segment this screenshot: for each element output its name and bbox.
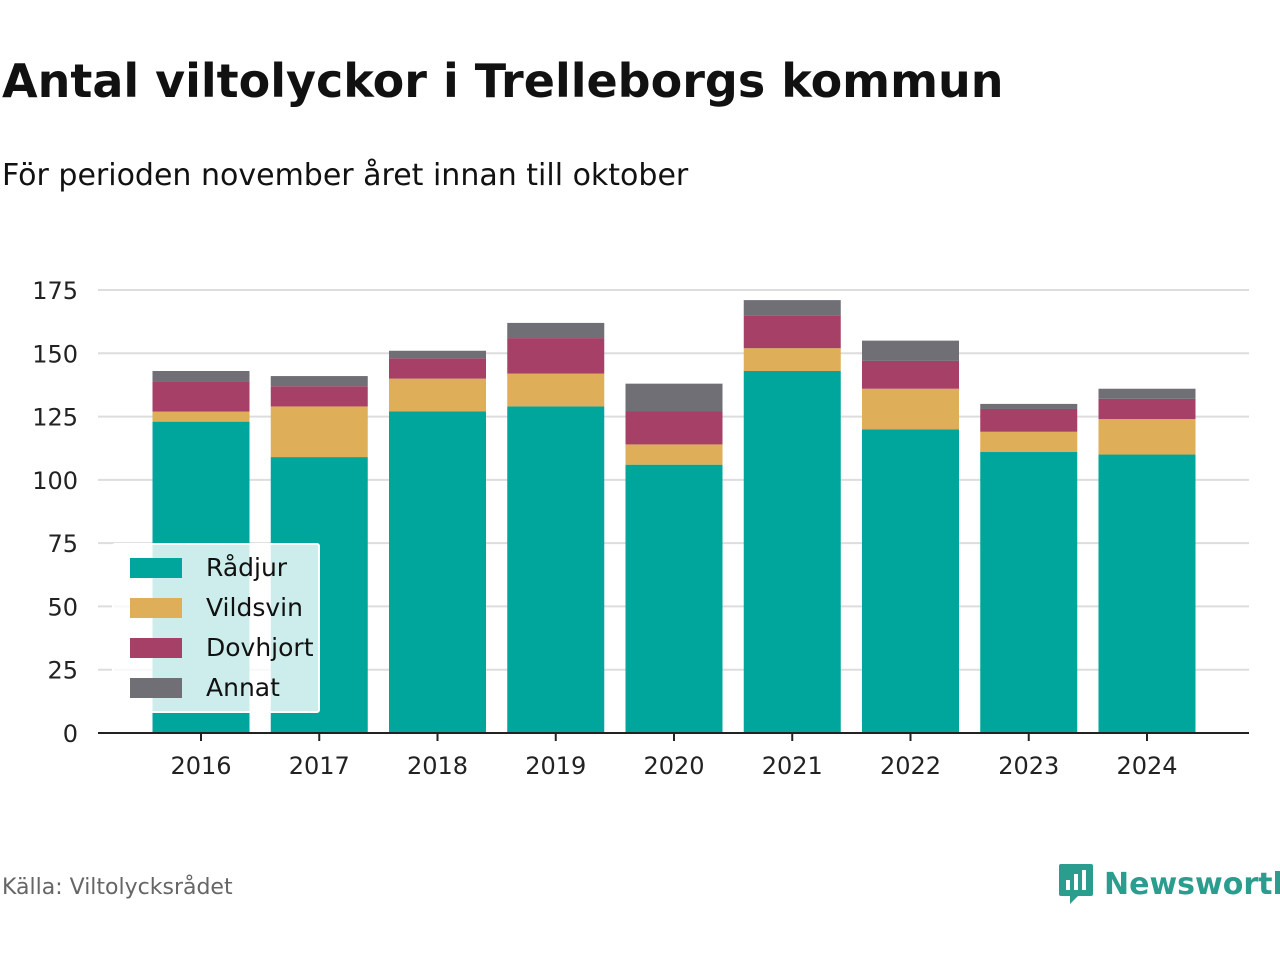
bar-segment-vildsvin-2017 <box>270 406 368 458</box>
bar-segment-dovhjort-2021 <box>743 315 841 349</box>
legend: Rådjur Vildsvin Dovhjort Annat <box>112 543 320 713</box>
bar-segment-annat-2017 <box>270 376 368 387</box>
bar-segment-dovhjort-2022 <box>862 360 959 389</box>
y-tick-label: 125 <box>32 404 78 432</box>
legend-swatch-dovhjort <box>130 637 182 658</box>
bar-segment-annat-2020 <box>625 383 723 412</box>
y-tick-label: 175 <box>32 277 78 305</box>
bar-segment-dovhjort-2024 <box>1098 398 1196 420</box>
legend-label-vildsvin: Vildsvin <box>206 593 303 622</box>
y-tick-label: 0 <box>63 720 78 748</box>
bar-segment-r-djur-2022 <box>862 429 959 733</box>
x-tick-label: 2019 <box>525 752 586 780</box>
y-tick-label: 100 <box>32 467 78 495</box>
x-tick-label: 2017 <box>289 752 350 780</box>
x-tick-label: 2022 <box>880 752 941 780</box>
y-tick-label: 75 <box>47 530 78 558</box>
legend-item-vildsvin: Vildsvin <box>130 593 303 622</box>
legend-label-annat: Annat <box>206 673 280 702</box>
bar-segment-dovhjort-2023 <box>980 408 1078 432</box>
bar-segment-dovhjort-2016 <box>152 381 250 412</box>
bar-segment-vildsvin-2024 <box>1098 419 1196 455</box>
bar-segment-vildsvin-2020 <box>625 444 723 465</box>
x-axis-ticks: 2016 2017 2018 2019 2020 2021 2022 2023 2024 <box>170 733 1178 780</box>
bar-segment-annat-2022 <box>862 340 959 361</box>
legend-swatch-vildsvin <box>130 597 182 618</box>
bar-segment-vildsvin-2023 <box>980 431 1078 453</box>
legend-swatch-radjur <box>130 557 182 578</box>
x-tick-label: 2024 <box>1116 752 1177 780</box>
legend-item-annat: Annat <box>130 673 280 702</box>
y-axis-ticks: 0 25 50 75 100 125 150 175 <box>32 277 78 748</box>
bar-segment-dovhjort-2020 <box>625 411 723 445</box>
y-tick-label: 50 <box>47 593 78 621</box>
x-tick-label: 2023 <box>998 752 1059 780</box>
y-tick-label: 150 <box>32 340 78 368</box>
bar-segment-r-djur-2018 <box>389 411 486 733</box>
newsworthy-logo-icon <box>1059 864 1093 904</box>
bar-segment-vildsvin-2018 <box>389 378 486 412</box>
bar-segment-r-djur-2019 <box>507 406 605 733</box>
legend-swatch-annat <box>130 677 182 698</box>
y-tick-label: 25 <box>47 657 78 685</box>
bar-segment-r-djur-2021 <box>743 371 841 733</box>
x-tick-label: 2016 <box>170 752 231 780</box>
bar-segment-dovhjort-2019 <box>507 338 605 374</box>
bar-segment-annat-2019 <box>507 322 605 339</box>
source-note: Källa: Viltolycksrådet <box>2 875 233 900</box>
chart-subtitle: För perioden november året innan till ok… <box>2 158 689 193</box>
brand-name: Newsworthy <box>1104 866 1280 902</box>
bar-segment-annat-2024 <box>1098 388 1196 399</box>
bar-segment-annat-2016 <box>152 371 250 382</box>
bar-segment-vildsvin-2016 <box>152 411 250 422</box>
x-tick-label: 2018 <box>407 752 468 780</box>
bar-segment-annat-2021 <box>743 300 841 316</box>
x-tick-label: 2021 <box>762 752 823 780</box>
legend-label-radjur: Rådjur <box>206 553 288 582</box>
legend-item-dovhjort: Dovhjort <box>130 633 314 662</box>
bar-segment-vildsvin-2021 <box>743 348 841 372</box>
bar-segment-r-djur-2023 <box>980 452 1078 733</box>
legend-item-radjur: Rådjur <box>130 553 287 582</box>
bar-segment-annat-2018 <box>389 350 486 359</box>
chart-title: Antal viltolyckor i Trelleborgs kommun <box>2 54 1004 108</box>
bar-segment-r-djur-2024 <box>1098 454 1196 733</box>
bar-segment-vildsvin-2022 <box>862 388 959 430</box>
bar-segment-dovhjort-2017 <box>270 386 368 407</box>
brand-logo[interactable]: Newsworthy <box>1058 862 1280 906</box>
bar-segment-dovhjort-2018 <box>389 358 486 379</box>
x-tick-label: 2020 <box>643 752 704 780</box>
bar-segment-annat-2023 <box>980 403 1078 409</box>
bar-segment-vildsvin-2019 <box>507 373 605 407</box>
bar-segment-r-djur-2020 <box>625 464 723 733</box>
legend-label-dovhjort: Dovhjort <box>206 633 314 662</box>
